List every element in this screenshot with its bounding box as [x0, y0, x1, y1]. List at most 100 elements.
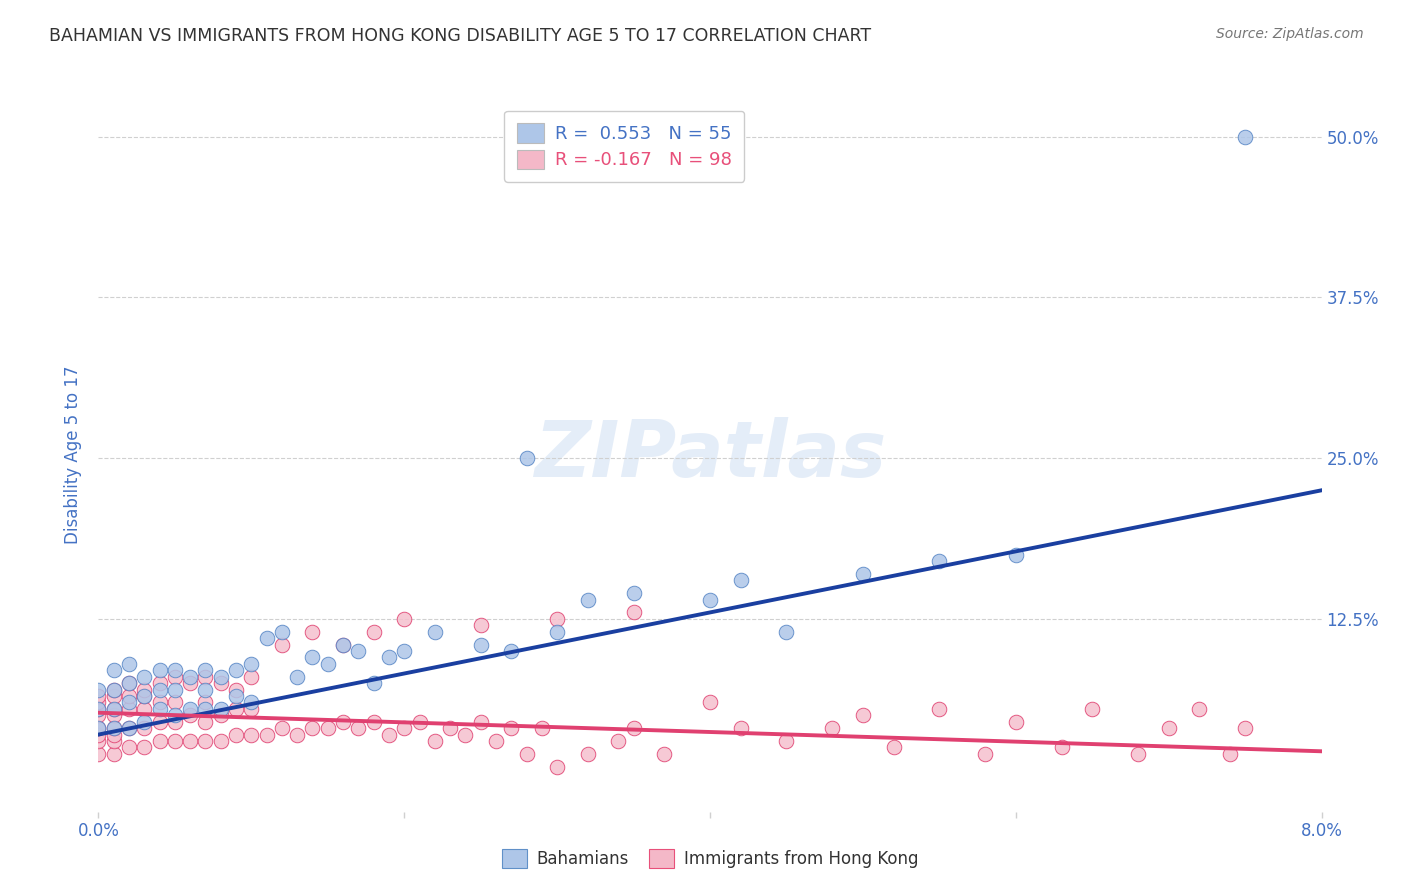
Point [163, 695, 186, 709]
Point [607, 734, 630, 748]
Point [209, 702, 232, 716]
Point [194, 702, 217, 716]
Point [225, 702, 247, 716]
Point [240, 657, 263, 671]
Point [87, 721, 110, 735]
Point [699, 695, 721, 709]
Point [118, 695, 141, 709]
Point [576, 592, 599, 607]
Point [87, 695, 110, 709]
Point [347, 721, 370, 735]
Point [470, 638, 492, 652]
Point [285, 728, 308, 742]
Point [730, 574, 752, 588]
Point [470, 714, 492, 729]
Point [316, 657, 339, 671]
Point [163, 670, 186, 684]
Point [194, 714, 217, 729]
Point [103, 728, 125, 742]
Point [225, 682, 247, 697]
Point [87, 682, 110, 697]
Point [470, 618, 492, 632]
Point [149, 682, 172, 697]
Point [134, 670, 156, 684]
Point [163, 663, 186, 677]
Point [118, 740, 141, 755]
Point [87, 721, 110, 735]
Point [118, 702, 141, 716]
Point [1128, 747, 1150, 761]
Point [301, 650, 323, 665]
Point [546, 624, 568, 639]
Point [363, 676, 385, 690]
Point [103, 702, 125, 716]
Point [225, 728, 247, 742]
Point [134, 689, 156, 703]
Point [301, 624, 323, 639]
Point [730, 721, 752, 735]
Point [240, 670, 263, 684]
Point [103, 689, 125, 703]
Point [852, 708, 875, 723]
Point [301, 721, 323, 735]
Point [149, 676, 172, 690]
Point [134, 689, 156, 703]
Point [363, 624, 385, 639]
Point [134, 721, 156, 735]
Point [623, 606, 645, 620]
Point [149, 663, 172, 677]
Point [103, 747, 125, 761]
Point [194, 663, 217, 677]
Point [775, 734, 797, 748]
Point [775, 624, 797, 639]
Point [516, 747, 538, 761]
Point [270, 624, 294, 639]
Point [103, 682, 125, 697]
Point [87, 734, 110, 748]
Point [332, 638, 354, 652]
Text: Source: ZipAtlas.com: Source: ZipAtlas.com [1216, 27, 1364, 41]
Point [179, 702, 201, 716]
Point [103, 682, 125, 697]
Point [134, 682, 156, 697]
Point [546, 760, 568, 774]
Point [974, 747, 997, 761]
Point [118, 721, 141, 735]
Point [209, 734, 232, 748]
Point [163, 682, 186, 697]
Point [134, 740, 156, 755]
Point [163, 708, 186, 723]
Point [546, 612, 568, 626]
Point [103, 663, 125, 677]
Point [209, 670, 232, 684]
Point [332, 714, 354, 729]
Point [316, 721, 339, 735]
Point [516, 451, 538, 466]
Point [209, 676, 232, 690]
Point [392, 721, 416, 735]
Point [1004, 548, 1026, 562]
Point [194, 682, 217, 697]
Point [103, 721, 125, 735]
Point [1004, 714, 1026, 729]
Legend: Bahamians, Immigrants from Hong Kong: Bahamians, Immigrants from Hong Kong [495, 843, 925, 875]
Point [1157, 721, 1180, 735]
Point [285, 670, 308, 684]
Point [378, 728, 401, 742]
Point [118, 676, 141, 690]
Point [270, 721, 294, 735]
Point [928, 702, 950, 716]
Point [87, 702, 110, 716]
Point [1188, 702, 1211, 716]
Point [1050, 740, 1073, 755]
Point [423, 624, 446, 639]
Point [149, 714, 172, 729]
Point [240, 728, 263, 742]
Point [87, 708, 110, 723]
Point [118, 689, 141, 703]
Point [363, 714, 385, 729]
Point [576, 747, 599, 761]
Point [652, 747, 675, 761]
Point [821, 721, 844, 735]
Point [423, 734, 446, 748]
